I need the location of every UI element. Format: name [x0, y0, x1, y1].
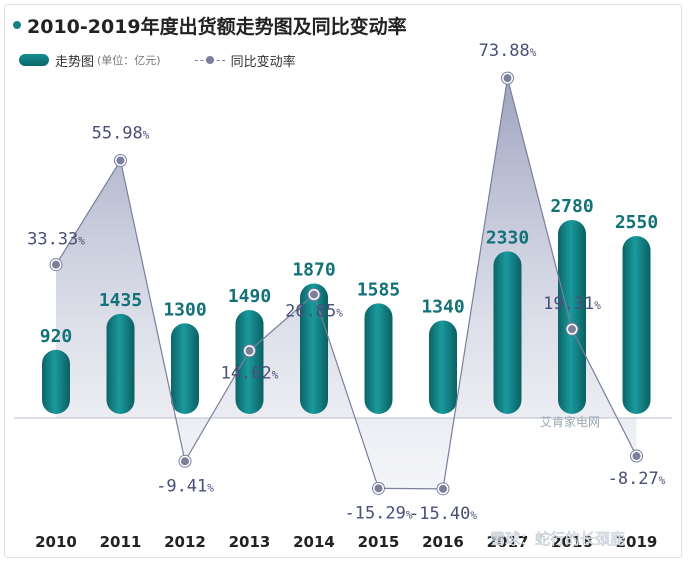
chart-title: 2010-2019年度出货额走势图及同比变动率	[27, 15, 407, 38]
x-tick-2015: 2015	[358, 533, 400, 551]
x-tick-2018: 2018	[551, 533, 593, 551]
bar-label-2018: 2780	[550, 196, 593, 217]
legend-line-label: 同比变动率	[230, 54, 296, 70]
bar-2016	[429, 320, 457, 414]
x-tick-2011: 2011	[100, 533, 142, 551]
point-2016	[439, 484, 447, 493]
x-tick-2019: 2019	[616, 533, 658, 551]
bar-2018	[558, 219, 586, 414]
rate-label-2013: 14.62%	[221, 364, 279, 384]
point-2017	[503, 74, 512, 83]
point-2015	[374, 484, 383, 493]
watermark-brand: 艾肯家电网	[540, 414, 600, 429]
legend-bar-label: 走势图	[55, 54, 95, 70]
bar-label-2019: 2550	[615, 212, 658, 233]
rate-label-2015: -15.29%	[344, 503, 412, 523]
rate-label-2010: 33.33%	[27, 230, 85, 250]
x-tick-2017: 2017	[487, 533, 529, 551]
bar-2017	[493, 251, 522, 414]
x-tick-2016: 2016	[422, 533, 464, 551]
bar-label-2012: 1300	[163, 299, 206, 320]
point-2012	[181, 457, 189, 466]
rate-label-2017: 73.88%	[479, 41, 537, 61]
point-2011	[116, 156, 125, 165]
x-tick-2014: 2014	[293, 533, 335, 551]
x-tick-2010: 2010	[35, 533, 77, 551]
bar-label-2016: 1340	[421, 296, 464, 317]
point-2010	[52, 260, 60, 269]
title-bullet-icon	[13, 21, 21, 29]
legend-bar-unit: (单位：亿元)	[97, 54, 161, 67]
legend-bar-swatch	[19, 54, 49, 66]
legend-line-swatch	[194, 54, 225, 66]
x-tick-2012: 2012	[164, 533, 206, 551]
rate-label-2018: 19.31%	[543, 294, 601, 314]
rate-label-2011: 55.98%	[92, 123, 150, 143]
bar-2010	[42, 349, 70, 414]
rate-label-2014: 26.85%	[285, 301, 343, 321]
bar-label-2014: 1870	[292, 259, 335, 280]
rate-label-2019: -8.27%	[608, 469, 666, 489]
bar-2015	[364, 303, 393, 414]
chart-legend: 走势图 (单位：亿元) 同比变动率	[19, 51, 296, 70]
bar-2013	[235, 309, 264, 414]
watermark-author: 雪球：蛇行的长颈鹿	[490, 530, 625, 548]
rate-label-2016: -15.40%	[409, 504, 477, 524]
point-2013	[245, 346, 254, 355]
chart-title-row: 2010-2019年度出货额走势图及同比变动率	[13, 13, 407, 38]
bar-label-2010: 920	[40, 326, 73, 347]
bar-2012	[171, 323, 199, 414]
bar-label-2017: 2330	[486, 227, 529, 248]
bar-2019	[622, 236, 651, 414]
rate-label-2012: -9.41%	[156, 476, 214, 496]
bar-label-2011: 1435	[99, 290, 142, 311]
x-tick-2013: 2013	[229, 533, 271, 551]
bar-2011	[106, 313, 135, 414]
point-2019	[632, 452, 641, 461]
point-2014	[310, 290, 318, 299]
point-2018	[568, 325, 576, 334]
change-rate-line	[55, 78, 638, 490]
bar-label-2013: 1490	[228, 286, 271, 307]
bar-label-2015: 1585	[357, 279, 400, 300]
